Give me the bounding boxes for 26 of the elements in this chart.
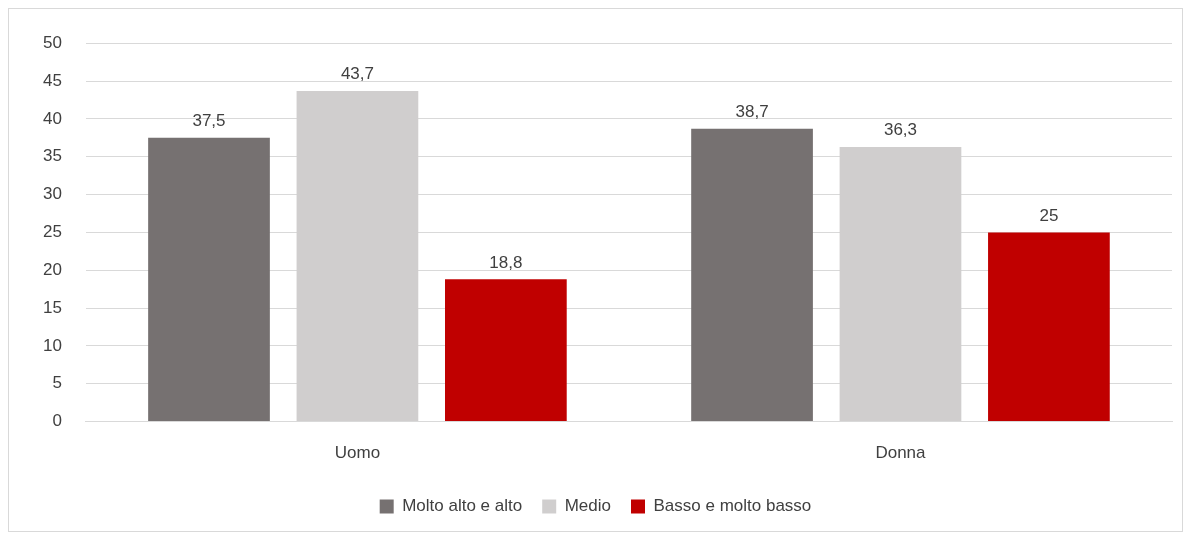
- y-tick-label: 45: [42, 70, 62, 90]
- data-label: 37,5: [192, 110, 226, 130]
- bar: [445, 279, 567, 422]
- y-tick-label: 35: [42, 146, 62, 166]
- y-tick-label: 20: [42, 259, 62, 279]
- legend-label: Molto alto e alto: [402, 496, 523, 516]
- y-tick-label: 50: [42, 32, 62, 52]
- bar: [148, 137, 270, 422]
- data-label: 38,7: [735, 101, 769, 121]
- x-tick-label: Donna: [875, 443, 927, 463]
- legend-label: Basso e molto basso: [653, 496, 812, 516]
- bar: [988, 232, 1110, 422]
- data-label: 25: [1039, 205, 1059, 225]
- y-tick-label: 5: [52, 373, 62, 393]
- legend-label: Medio: [564, 496, 612, 516]
- y-tick-label: 15: [42, 297, 62, 317]
- bar: [691, 128, 813, 422]
- data-label: 43,7: [340, 64, 374, 84]
- y-tick-label: 30: [42, 184, 62, 204]
- data-label: 36,3: [883, 120, 918, 140]
- data-label: 18,8: [489, 252, 523, 272]
- y-tick-label: 0: [52, 411, 62, 431]
- y-tick-label: 25: [42, 222, 62, 242]
- y-tick-label: 10: [42, 335, 62, 355]
- y-tick-label: 40: [42, 108, 62, 128]
- x-tick-label: Uomo: [334, 443, 381, 463]
